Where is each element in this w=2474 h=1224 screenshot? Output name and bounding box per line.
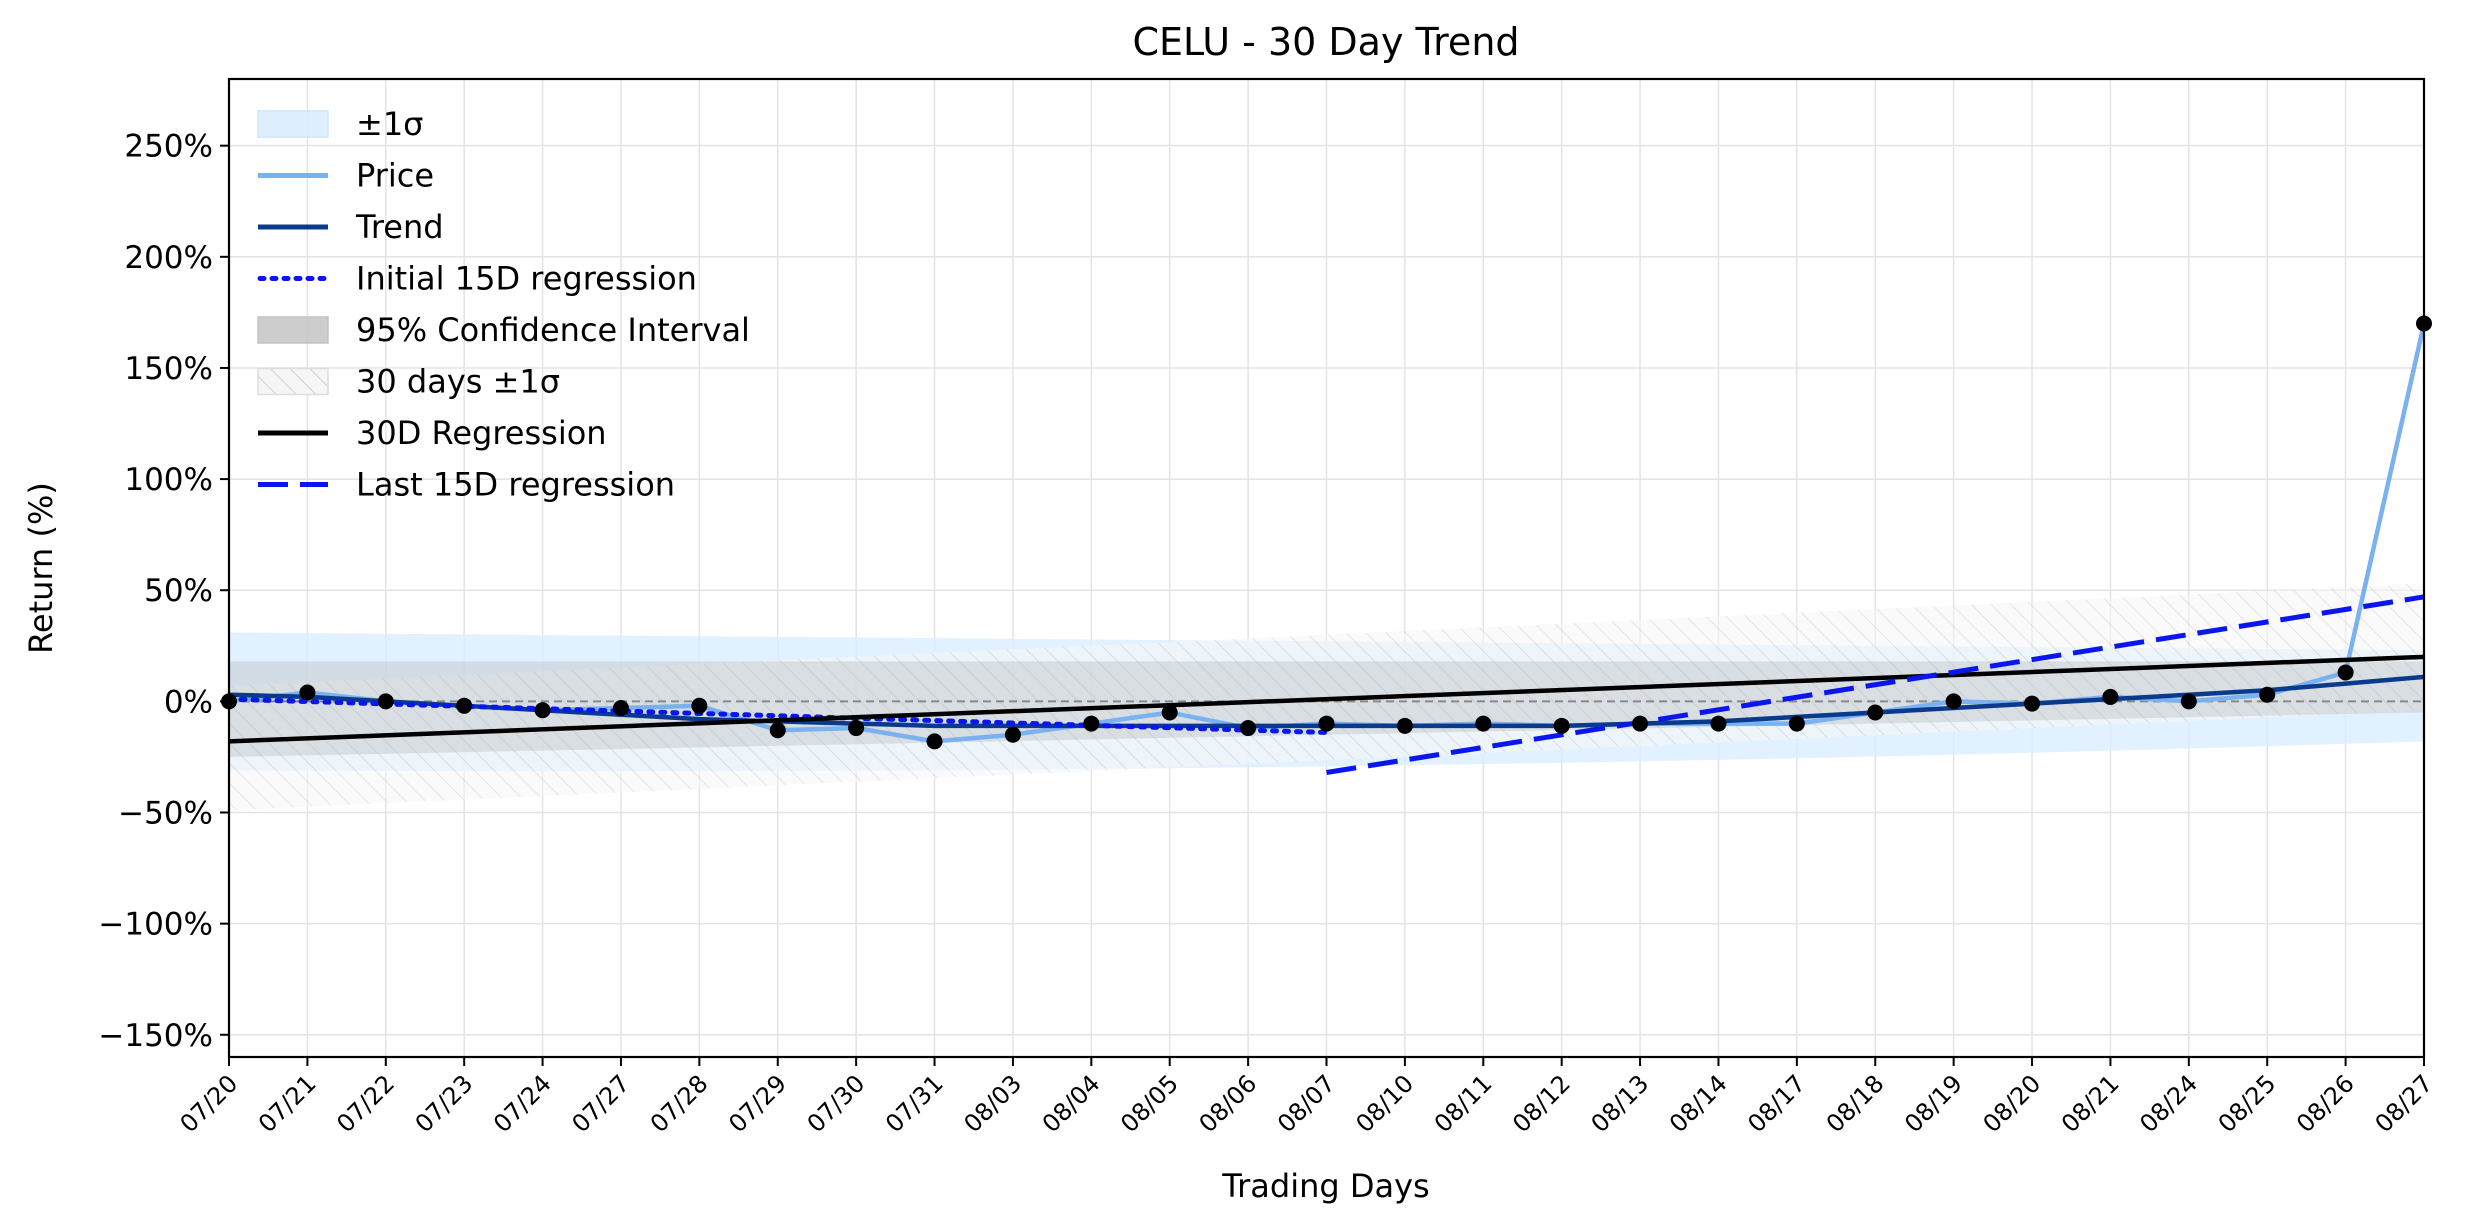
x-tick-label: 07/22 xyxy=(331,1069,400,1138)
price-point xyxy=(1004,726,1021,743)
price-point xyxy=(2259,686,2276,703)
y-tick-label: −100% xyxy=(98,907,213,943)
x-tick-label: 08/21 xyxy=(2056,1069,2125,1138)
price-point xyxy=(1632,715,1649,732)
chart-title: CELU - 30 Day Trend xyxy=(1132,20,1519,64)
price-point xyxy=(1161,704,1178,721)
x-tick-label: 07/20 xyxy=(175,1069,244,1138)
x-tick-label: 08/07 xyxy=(1272,1069,1341,1138)
price-point xyxy=(2180,693,2197,710)
initial-regression-line xyxy=(229,696,1329,735)
price-point xyxy=(534,702,551,719)
x-tick-label: 07/29 xyxy=(723,1069,792,1138)
legend-label: Initial 15D regression xyxy=(356,260,697,298)
plot-frame xyxy=(227,77,2426,1059)
y-tick-label: 50% xyxy=(144,573,213,609)
x-tick-label: 08/03 xyxy=(958,1069,1027,1138)
x-tick-label: 08/04 xyxy=(1037,1069,1106,1138)
price-point xyxy=(299,684,316,701)
legend-swatch xyxy=(257,110,329,138)
price-point xyxy=(769,722,786,739)
x-tick-label: 08/18 xyxy=(1821,1069,1890,1138)
price-point xyxy=(1396,717,1413,734)
x-tick-label: 08/05 xyxy=(1115,1069,1184,1138)
x-tick-label: 08/24 xyxy=(2134,1069,2203,1138)
x-tick-label: 08/17 xyxy=(1742,1069,1811,1138)
price-point xyxy=(2337,664,2354,681)
y-tick-label: −50% xyxy=(118,796,213,832)
legend-label: Price xyxy=(356,157,434,195)
x-tick-label: 08/25 xyxy=(2213,1069,2282,1138)
x-tick-label: 08/26 xyxy=(2291,1069,2360,1138)
x-tick-label: 08/19 xyxy=(1899,1069,1968,1138)
price-point xyxy=(691,697,708,714)
x-tick-label: 08/14 xyxy=(1664,1069,1733,1138)
price-point xyxy=(2102,688,2119,705)
y-tick-label: 250% xyxy=(124,129,213,165)
price-point xyxy=(377,693,394,710)
x-tick-label: 07/23 xyxy=(410,1069,479,1138)
price-point xyxy=(456,697,473,714)
x-tick-label: 07/21 xyxy=(253,1069,322,1138)
y-axis-title: Return (%) xyxy=(22,482,60,654)
legend-label: 30D Regression xyxy=(356,414,607,452)
x-tick-label: 08/11 xyxy=(1429,1069,1498,1138)
last-regression-line xyxy=(1326,594,2424,775)
x-tick-label: 08/13 xyxy=(1586,1069,1655,1138)
x-tick-label: 08/10 xyxy=(1350,1069,1419,1138)
y-tick-label: −150% xyxy=(98,1018,213,1054)
y-tick-label: 100% xyxy=(124,462,213,498)
x-tick-label: 07/31 xyxy=(880,1069,949,1138)
price-point xyxy=(612,700,629,717)
legend: ±1σ Price Trend Initial 15D regression 95% C… xyxy=(257,105,750,504)
x-tick-label: 07/24 xyxy=(488,1069,557,1138)
grid-lines xyxy=(228,79,2425,1057)
y-tick-label: 150% xyxy=(124,351,213,387)
legend-label: 30 days ±1σ xyxy=(356,363,560,401)
y-tick-label: 200% xyxy=(124,240,213,276)
price-point xyxy=(848,720,865,737)
x-tick-label: 08/27 xyxy=(2370,1069,2439,1138)
x-axis-title: Trading Days xyxy=(1221,1167,1429,1205)
price-point xyxy=(1475,715,1492,732)
price-point xyxy=(1318,715,1335,732)
price-point xyxy=(1867,704,1884,721)
price-point xyxy=(1083,715,1100,732)
x-tick-label: 07/30 xyxy=(802,1069,871,1138)
x-tick-label: 07/27 xyxy=(566,1069,635,1138)
price-point xyxy=(926,733,943,750)
price-point xyxy=(1553,717,1570,734)
legend-label: 95% Confidence Interval xyxy=(356,311,750,349)
regression-30d-line xyxy=(229,654,2424,744)
x-tick-label: 07/28 xyxy=(645,1069,714,1138)
x-tick-label: 08/20 xyxy=(1978,1069,2047,1138)
price-point xyxy=(1788,715,1805,732)
price-point xyxy=(2024,695,2041,712)
x-tick-label: 08/06 xyxy=(1194,1069,1263,1138)
y-tick-label: 0% xyxy=(164,684,213,720)
price-point xyxy=(1240,720,1257,737)
price-point xyxy=(1945,693,1962,710)
legend-swatch xyxy=(257,316,329,344)
legend-label: Last 15D regression xyxy=(356,466,675,504)
legend-label: Trend xyxy=(355,208,444,246)
legend-label: ±1σ xyxy=(356,105,423,143)
price-point xyxy=(1710,715,1727,732)
price-points xyxy=(221,315,2432,750)
x-tick-label: 08/12 xyxy=(1507,1069,1576,1138)
legend-swatch xyxy=(257,367,329,396)
